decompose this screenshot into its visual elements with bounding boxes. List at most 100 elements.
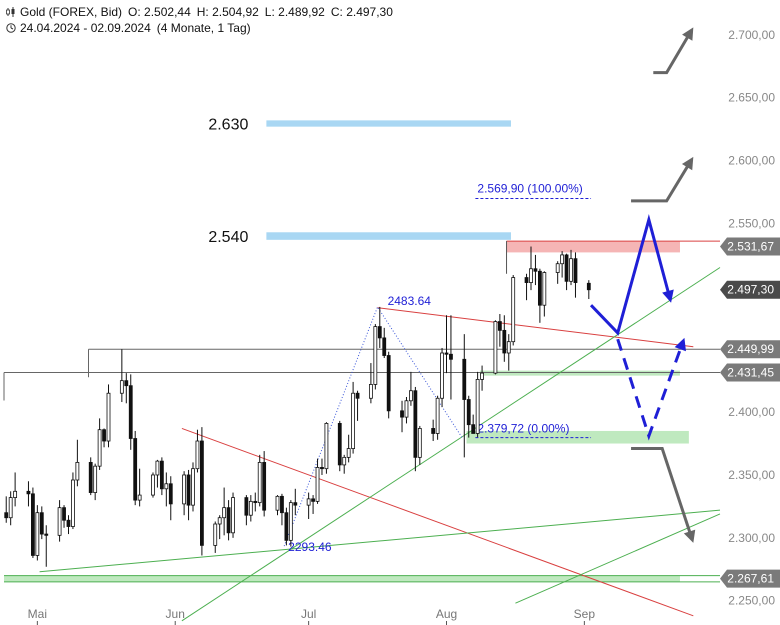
candle-body [355,392,360,399]
chart-header-range: 24.04.2024 - 02.09.2024 (4 Monate, 1 Tag) [6,21,257,35]
candle [440,347,444,408]
y-tick-label: 2.300,00 [728,531,775,545]
candle-body [275,495,280,511]
candle-body [31,493,35,556]
candle-body [337,423,342,466]
x-tick-label: Jul [301,607,316,621]
price-label-bg [720,280,780,299]
candle-body [529,268,533,283]
candle [159,457,164,496]
open-value: O: 2.502,44 [128,5,191,19]
candle [382,327,387,359]
x-tick-label: Jun [166,607,185,621]
candle-body [466,399,471,426]
candle-body [502,329,507,354]
price-label-bg [720,363,780,382]
candle-body [13,490,18,499]
candle-body [66,519,71,527]
candle [13,472,18,507]
chart-header-ohlc: Gold (FOREX, Bid) O: 2.502,44 H: 2.504,92 L… [6,5,399,19]
candle-body [315,467,320,502]
candle-body [119,380,124,394]
price-label-bg [720,340,780,359]
candle-body [159,460,164,490]
candle [26,481,31,507]
candle [35,505,40,561]
candle [253,492,258,512]
candle-body [182,474,187,505]
fib-level-100-label: 2.569,90 (100.00%) [477,181,582,195]
candle [409,371,413,406]
target-zone [266,120,511,127]
candle [39,506,44,540]
candle-body [62,507,66,521]
candle-body [288,502,293,541]
candle [275,495,280,516]
candle [62,505,66,528]
candle-body [293,502,298,506]
candle [200,427,204,556]
candle-body [497,321,502,331]
candle [404,397,409,424]
candle-body [435,397,440,434]
y-tick-label: 2.550,00 [728,216,775,230]
candle [31,487,35,558]
candle-body [431,428,436,434]
candle-body [462,358,467,400]
candle-body [493,321,498,374]
candle [119,349,124,403]
price-label-text: 2.497,30 [727,283,774,297]
candle [217,515,222,540]
price-label-text: 2.449,99 [727,342,774,356]
candle [191,462,195,512]
candle [351,381,356,454]
trend-line [39,509,721,573]
price-label-text: 2.267,61 [727,572,774,586]
candle [324,422,329,474]
candle-body [35,512,40,556]
candle-body [342,456,347,466]
candle [306,492,311,519]
candle-body [306,498,311,506]
candle [524,273,529,301]
candle [231,492,235,538]
candle [511,275,516,346]
candle-body [346,448,351,458]
support-zone [479,370,680,376]
candle-body [351,392,356,449]
price-label-text: 2.431,45 [727,366,774,380]
candle [435,395,440,440]
candle [569,249,573,286]
low-value: L: 2.489,92 [264,5,325,19]
candle-body [324,423,329,470]
candle [542,271,547,317]
x-tick-label: Sep [574,607,596,621]
candle [8,491,13,526]
candle-body [4,512,9,519]
x-tick-label: Mai [28,607,47,621]
candle-body [471,424,476,434]
candle-body [97,429,102,467]
candle-body [382,337,387,356]
candle [346,434,351,463]
price-label-bg [720,569,780,588]
candle-body [537,270,542,306]
candle-body [257,461,262,504]
candle-body [128,385,133,439]
candle [195,429,200,473]
candle-body [404,400,409,418]
candle-body [88,461,93,493]
candle-body [533,268,538,272]
candle-body [413,390,418,458]
price-level-label: 2.267,61 [720,569,780,588]
candle-body [137,494,142,501]
y-tick-label: 2.700,00 [728,28,775,42]
candle-body [93,465,98,493]
candle [386,351,391,419]
candle-body [542,272,547,306]
candle-body [386,355,391,412]
trend-line [181,427,694,617]
candle [573,252,578,298]
candle [342,454,347,474]
